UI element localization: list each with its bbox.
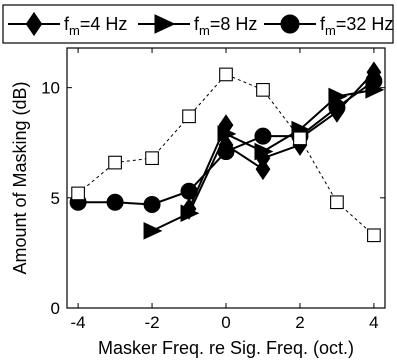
data-point xyxy=(143,222,163,240)
data-point xyxy=(293,131,307,146)
y-tick-label: 0 xyxy=(51,299,60,318)
x-axis-label: Masker Freq. re Sig. Freq. (oct.) xyxy=(98,338,354,358)
data-point xyxy=(256,83,270,97)
legend-box xyxy=(2,4,394,44)
x-tick-label: -2 xyxy=(144,313,159,332)
data-point xyxy=(367,228,381,243)
y-axis: 0 5 10 xyxy=(41,79,385,318)
x-axis: -4 -2 0 2 4 xyxy=(71,48,379,332)
y-tick-label: 10 xyxy=(41,79,60,98)
data-point xyxy=(180,182,198,200)
legend-entry: fm=8 Hz xyxy=(138,14,257,38)
legend-marker xyxy=(280,14,300,34)
legend-label: fm=4 Hz xyxy=(64,14,127,38)
data-point xyxy=(219,67,233,82)
data-point xyxy=(217,143,235,161)
data-point xyxy=(182,109,196,124)
data-point xyxy=(255,158,271,181)
legend-entry: fm=4 Hz xyxy=(8,11,127,38)
legend-marker xyxy=(25,11,43,37)
data-point xyxy=(106,193,124,211)
plot-area xyxy=(66,47,386,309)
data-point xyxy=(365,72,383,90)
data-point xyxy=(108,155,122,170)
x-tick-label: 0 xyxy=(221,313,230,332)
legend: fm=4 Hz fm=8 Hz fm=32 Hz xyxy=(2,4,394,44)
data-point xyxy=(330,195,344,210)
legend-entry: fm=32 Hz xyxy=(264,14,393,38)
data-point xyxy=(217,125,237,143)
y-axis-label: Amount of Masking (dB) xyxy=(10,81,30,274)
data-point xyxy=(71,186,85,201)
legend-label: fm=32 Hz xyxy=(320,14,393,38)
series-4 xyxy=(71,67,381,243)
x-tick-label: 4 xyxy=(369,313,378,332)
data-point xyxy=(254,142,274,161)
x-tick-label: 2 xyxy=(295,313,304,332)
data-point xyxy=(180,204,200,223)
data-point xyxy=(254,127,272,145)
series-line xyxy=(77,73,375,236)
legend-label: fm=8 Hz xyxy=(194,14,257,38)
data-point xyxy=(328,98,346,116)
legend-marker xyxy=(154,14,176,34)
y-tick-label: 5 xyxy=(51,189,60,208)
data-point xyxy=(143,195,161,213)
x-tick-label: -4 xyxy=(71,313,86,332)
series-layer xyxy=(69,61,385,243)
data-point xyxy=(145,151,159,166)
